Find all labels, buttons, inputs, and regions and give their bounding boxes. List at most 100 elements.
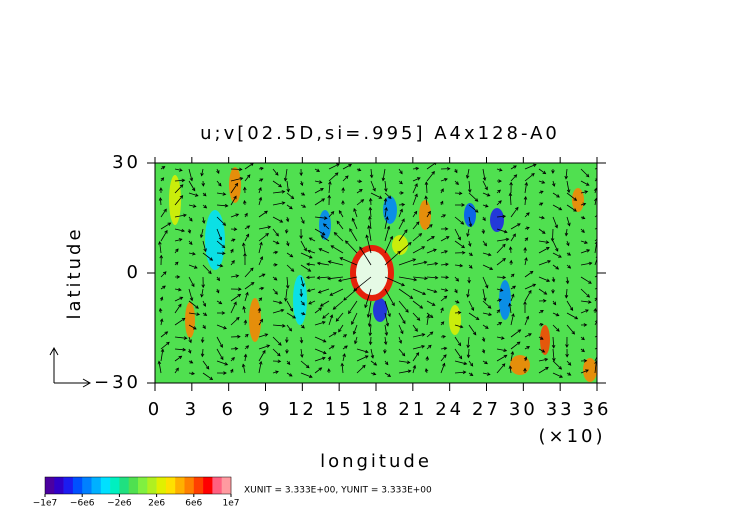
vector-arrow <box>510 351 514 362</box>
vector-arrow-head <box>511 313 515 317</box>
vector-arrow-head <box>414 328 418 332</box>
vector-arrow-head <box>316 276 321 280</box>
vector-arrow <box>510 247 512 254</box>
vector-arrow-head <box>162 271 167 275</box>
vector-arrow-head <box>343 297 347 301</box>
vector-arrow-head <box>551 344 556 349</box>
vector-arrow-head <box>159 296 164 301</box>
vector-arrow-head <box>178 355 183 360</box>
vector-arrow <box>286 180 289 192</box>
vector-arrow-head <box>274 250 279 255</box>
colorbar-tick-label: −6e6 <box>70 499 95 509</box>
vector-arrow-head <box>175 248 179 253</box>
vector-arrow-head <box>243 186 247 191</box>
vector-arrow <box>580 309 589 314</box>
vector-arrow <box>580 262 592 266</box>
vector-arrow-head <box>329 314 334 319</box>
colorbar-swatch <box>63 477 74 494</box>
vector-arrow <box>368 225 372 242</box>
vector-arrow <box>510 285 516 290</box>
colorbar-swatch <box>100 477 111 494</box>
vector-arrow-head <box>322 350 327 355</box>
vector-arrow-head <box>442 362 446 367</box>
vector-arrow <box>328 332 337 338</box>
vector-arrow-head <box>581 229 585 233</box>
vector-arrow <box>552 324 560 332</box>
vector-arrow <box>412 312 421 321</box>
vector-arrow-head <box>469 252 473 256</box>
vector-arrow <box>306 263 316 266</box>
vector-arrow <box>440 250 448 254</box>
vector-arrow <box>307 250 316 254</box>
vector-arrow-head <box>241 363 246 368</box>
vector-arrow-head <box>264 333 269 337</box>
vector-arrow <box>352 218 358 230</box>
vector-arrow <box>440 363 445 374</box>
vector-arrow <box>328 181 331 194</box>
vector-arrow <box>356 348 369 353</box>
vector-arrow-head <box>469 265 473 269</box>
vector-arrow <box>230 196 237 206</box>
vector-arrow <box>300 300 305 306</box>
vector-arrow-head <box>343 334 348 338</box>
vector-arrow-head <box>301 301 305 306</box>
vector-arrow-head <box>191 371 196 376</box>
vector-arrow-head <box>434 261 439 266</box>
vector-arrow <box>272 348 281 357</box>
vector-arrow-head <box>545 366 549 371</box>
vector-arrow <box>349 228 358 242</box>
vector-arrow <box>307 288 316 292</box>
vector-arrow <box>580 249 590 254</box>
vector-arrow-head <box>191 187 196 192</box>
vector-arrow-head <box>398 340 403 344</box>
y-tick-label: 30 <box>112 152 141 173</box>
vector-arrow-head <box>223 371 227 375</box>
vector-arrow <box>552 216 558 228</box>
vector-arrow-head <box>483 297 487 302</box>
vector-arrow <box>342 353 346 362</box>
vector-arrow <box>244 174 251 182</box>
vector-arrow-head <box>455 277 460 282</box>
vector-arrow-head <box>443 354 447 358</box>
vector-arrow-head <box>594 360 597 364</box>
vector-arrow <box>351 312 358 325</box>
vector-arrow-head <box>419 305 424 309</box>
vector-arrow <box>243 306 246 314</box>
vector-arrow <box>216 180 222 187</box>
vector-arrow <box>566 300 574 311</box>
vector-arrow-head <box>498 298 502 303</box>
vector-arrow-head <box>523 300 527 305</box>
vector-arrow <box>594 335 597 338</box>
vector-arrow-head <box>285 350 289 354</box>
vector-arrow-head <box>502 243 506 248</box>
vector-arrow-head <box>202 303 207 307</box>
vector-arrow <box>467 228 470 237</box>
colorbar-swatch <box>203 477 213 494</box>
vector-arrow-head <box>483 242 488 247</box>
vector-arrow-head <box>187 229 192 234</box>
colorbar-swatch <box>82 477 92 494</box>
vector-arrow-head <box>300 354 304 358</box>
vector-arrow-head <box>384 206 388 211</box>
vector-arrow <box>329 288 344 296</box>
vector-arrow <box>174 238 182 242</box>
vector-arrow-head <box>573 197 578 201</box>
vector-arrow-head <box>599 273 602 276</box>
vector-arrow <box>524 257 527 266</box>
x-tick-label: 24 <box>435 399 464 420</box>
vector-arrow-head <box>289 253 294 258</box>
vector-arrow <box>272 324 285 327</box>
vector-arrow-head <box>391 302 395 307</box>
vector-arrow <box>284 168 288 181</box>
vector-arrow <box>454 228 461 240</box>
vector-arrow-head <box>424 368 429 372</box>
vector-arrow-head <box>467 279 471 284</box>
vector-arrow <box>356 199 364 206</box>
vector-arrow <box>230 302 237 314</box>
vector-arrow <box>566 324 575 335</box>
vector-arrow <box>160 285 166 290</box>
vector-arrow-head <box>588 280 592 284</box>
vector-arrow-head <box>465 175 470 179</box>
vector-arrow <box>580 180 590 186</box>
vector-arrow <box>538 358 548 362</box>
